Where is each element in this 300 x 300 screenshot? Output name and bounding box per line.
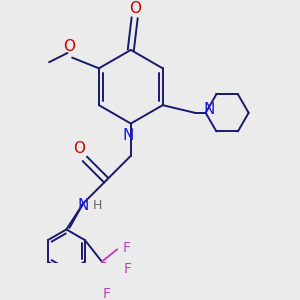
Text: N: N (203, 102, 214, 117)
Text: O: O (63, 39, 75, 54)
Text: N: N (78, 198, 89, 213)
Text: O: O (73, 141, 85, 156)
Text: N: N (122, 128, 134, 143)
Text: F: F (122, 241, 130, 255)
Text: F: F (103, 287, 110, 300)
Text: H: H (92, 199, 102, 212)
Text: F: F (124, 262, 132, 276)
Text: O: O (129, 1, 141, 16)
